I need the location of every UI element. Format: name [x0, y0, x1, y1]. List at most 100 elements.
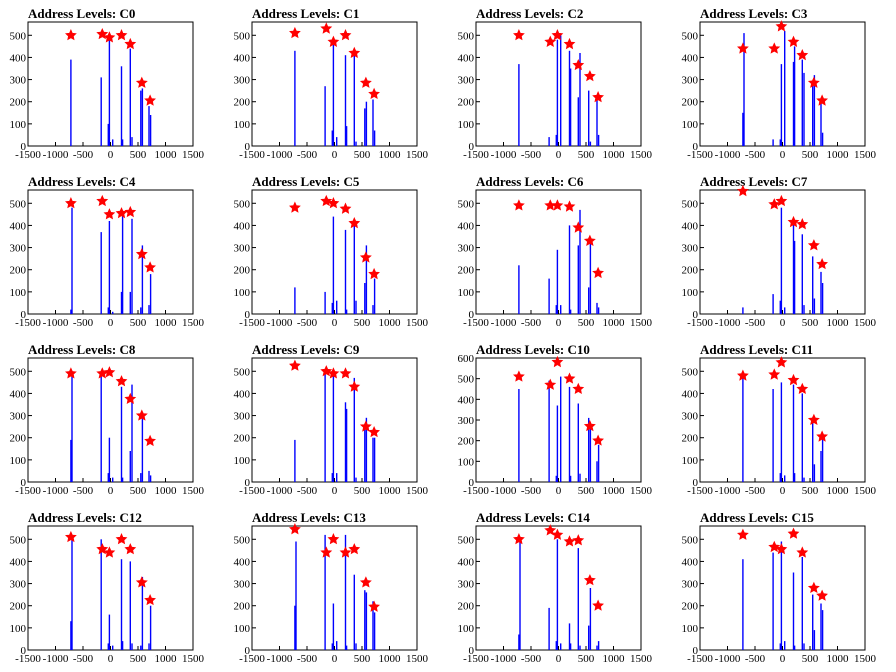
- bar: [345, 645, 348, 650]
- bar: [821, 283, 824, 314]
- x-tick-label: -1500: [463, 653, 489, 665]
- x-tick-label: 1500: [854, 317, 877, 329]
- peak-marker: [737, 42, 749, 54]
- peak-marker: [320, 22, 333, 34]
- y-tick-label: 300: [458, 415, 475, 427]
- bar: [373, 437, 376, 482]
- y-tick-label: 500: [234, 534, 251, 546]
- peak-marker: [513, 370, 525, 382]
- x-tick-label: 1500: [406, 653, 429, 665]
- y-tick-label: 100: [682, 455, 699, 467]
- chart-panel-10: Address Levels: C10 0 100 200 300 400 500 600 -1…: [458, 342, 653, 497]
- bar: [813, 464, 816, 482]
- x-tick-label: -500: [297, 317, 318, 329]
- chart-panel-4: Address Levels: C40100200300400500-1500-…: [10, 174, 205, 329]
- bar: [742, 373, 744, 482]
- bar: [121, 212, 124, 314]
- bar: [107, 307, 109, 314]
- bar: [784, 30, 786, 146]
- bar: [793, 473, 796, 482]
- x-tick-label: 1000: [827, 485, 850, 497]
- x-tick-label: 500: [130, 317, 147, 329]
- x-tick-label: -1500: [15, 485, 41, 497]
- chart-panel-13: Address Levels: C13 0 100 200 300 400 500 -1500…: [234, 510, 429, 665]
- peak-marker: [65, 530, 77, 543]
- bar: [331, 473, 333, 482]
- bar: [149, 274, 152, 314]
- bar: [801, 234, 803, 314]
- x-tick-label: -1500: [15, 653, 41, 665]
- y-tick-label: 0: [469, 309, 475, 321]
- bar: [140, 645, 142, 650]
- y-tick-label: 300: [234, 411, 251, 423]
- peak-marker: [339, 546, 352, 558]
- peak-marker: [339, 29, 352, 41]
- bar: [324, 291, 326, 314]
- peak-marker: [572, 534, 585, 546]
- bar: [597, 444, 600, 482]
- x-tick-label: 500: [578, 653, 595, 665]
- bar: [556, 539, 559, 650]
- x-tick-label: 500: [802, 317, 819, 329]
- bar: [364, 108, 366, 146]
- x-tick-label: 1500: [630, 485, 653, 497]
- x-tick-label: 1500: [630, 149, 653, 161]
- peak-marker: [320, 546, 333, 558]
- bar: [813, 75, 816, 146]
- peak-marker: [816, 94, 828, 106]
- peak-marker: [135, 409, 148, 421]
- y-tick-label: 500: [682, 30, 699, 42]
- y-tick-label: 100: [10, 287, 27, 299]
- bar: [345, 408, 348, 482]
- bar: [141, 576, 144, 650]
- bar: [518, 265, 520, 314]
- x-tick-label: 1500: [182, 317, 205, 329]
- peak-marker: [768, 540, 781, 553]
- peak-marker: [572, 58, 585, 71]
- peak-marker: [816, 430, 828, 442]
- peak-marker: [737, 528, 749, 540]
- bar: [803, 72, 805, 146]
- x-tick-label: -500: [297, 485, 318, 497]
- peak-marker: [544, 35, 557, 48]
- bar: [812, 84, 814, 146]
- chart-title: Address Levels: C0: [28, 6, 135, 21]
- bar: [596, 461, 598, 482]
- bar: [120, 291, 123, 314]
- y-tick-label: 300: [10, 75, 27, 87]
- x-tick-label: 1000: [603, 149, 626, 161]
- peak-marker: [289, 26, 301, 39]
- bar: [568, 623, 571, 650]
- x-tick-label: 0: [556, 485, 562, 497]
- peak-marker: [348, 46, 361, 58]
- x-tick-label: 1000: [155, 317, 178, 329]
- chart-panel-2: Address Levels: C20100200300400500-1500-…: [458, 6, 653, 161]
- y-tick-label: 400: [10, 388, 27, 400]
- bar: [373, 278, 376, 314]
- bar: [100, 77, 102, 146]
- peak-marker: [551, 528, 564, 540]
- x-tick-label: 500: [802, 149, 819, 161]
- bar: [821, 132, 824, 146]
- bar: [108, 614, 111, 650]
- bar: [324, 534, 326, 650]
- x-tick-label: -1000: [715, 149, 741, 161]
- bar: [294, 50, 296, 146]
- chart-title: Address Levels: C8: [28, 342, 136, 357]
- y-tick-label: 300: [682, 75, 699, 87]
- bar: [294, 287, 296, 314]
- x-tick-label: -1000: [43, 653, 69, 665]
- bar: [820, 271, 822, 314]
- x-tick-label: -500: [73, 485, 94, 497]
- y-tick-label: 400: [458, 556, 475, 568]
- chart-panel-6: Address Levels: C60100200300400500-1500-…: [458, 174, 653, 329]
- bar: [779, 473, 781, 482]
- bar: [112, 139, 114, 146]
- bar: [71, 539, 73, 650]
- x-tick-label: 500: [354, 653, 371, 665]
- peak-marker: [816, 257, 828, 270]
- peak-marker: [115, 29, 128, 41]
- bar: [353, 221, 355, 314]
- bar: [779, 300, 781, 314]
- peak-marker: [796, 218, 809, 230]
